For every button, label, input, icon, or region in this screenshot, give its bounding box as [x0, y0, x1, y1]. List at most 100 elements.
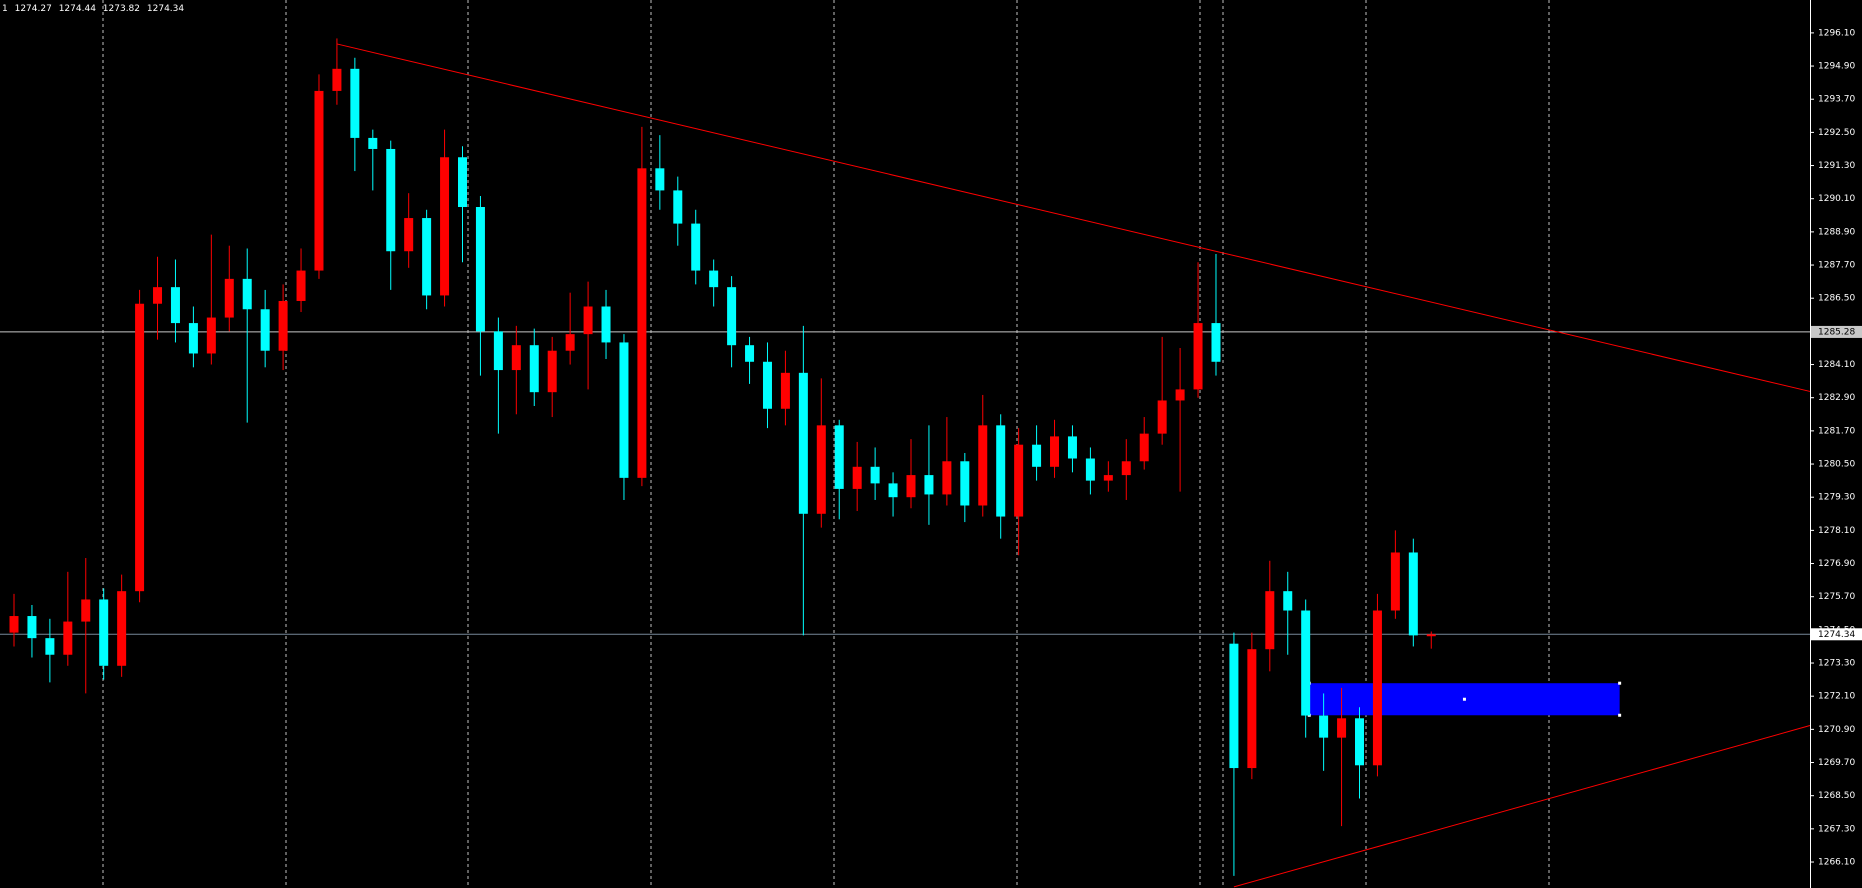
candle-body	[1319, 715, 1329, 738]
candle-body	[906, 475, 916, 498]
candle-body	[1355, 718, 1364, 766]
candle-body	[45, 638, 55, 655]
candle-body	[1121, 461, 1131, 476]
header-close: 1274.34	[147, 4, 184, 14]
ohlc-header: 1 1274.27 1274.44 1273.82 1274.34	[2, 4, 184, 14]
candle-body	[135, 303, 145, 592]
candle-body	[798, 372, 808, 514]
candle-body	[1426, 634, 1436, 637]
candle-body	[673, 190, 683, 224]
candle-body	[27, 616, 37, 639]
y-tick-label: 1287.70	[1818, 261, 1855, 271]
candle-body	[242, 278, 252, 310]
header-high: 1274.44	[59, 4, 96, 14]
candle-body	[1193, 323, 1203, 390]
candle-body	[1229, 643, 1239, 769]
y-tick-label: 1286.50	[1818, 294, 1855, 304]
candle-body	[422, 218, 432, 296]
y-tick-label: 1268.50	[1818, 791, 1855, 801]
y-tick-label: 1282.90	[1818, 393, 1855, 403]
y-tick-label: 1293.70	[1818, 95, 1855, 105]
y-tick-label: 1294.90	[1818, 62, 1855, 72]
candle-body	[386, 148, 396, 252]
y-tick-label: 1266.10	[1818, 858, 1855, 868]
candle-body	[942, 461, 952, 495]
candle-body	[619, 342, 629, 478]
candle-body	[1050, 436, 1060, 467]
y-tick-label: 1279.30	[1818, 493, 1855, 503]
candle-body	[1103, 475, 1113, 481]
candle-body	[870, 466, 880, 484]
header-low: 1273.82	[103, 4, 140, 14]
candle-body	[529, 345, 539, 393]
candle-body	[996, 425, 1006, 517]
candle-body	[762, 361, 772, 409]
header-open: 1274.27	[15, 4, 52, 14]
y-tick-label: 1281.70	[1818, 426, 1855, 436]
candle-body	[188, 323, 198, 354]
y-tick-label: 1269.70	[1818, 758, 1855, 768]
candle-body	[1301, 610, 1311, 716]
candle-body	[493, 331, 503, 371]
candle-body	[260, 309, 270, 351]
price-line-label: 1285.28	[1818, 327, 1855, 337]
bid-label-box	[1811, 628, 1862, 641]
candle-body	[9, 616, 19, 633]
candle-body	[655, 168, 665, 191]
y-tick-label: 1284.10	[1818, 360, 1855, 370]
y-tick-label: 1273.30	[1818, 659, 1855, 669]
candle-body	[1014, 444, 1024, 517]
candle-body	[224, 278, 234, 318]
candle-body	[350, 68, 360, 138]
candle-body	[637, 168, 647, 478]
y-tick-label: 1296.10	[1818, 28, 1855, 38]
trendline	[1233, 725, 1811, 888]
y-tick-label: 1276.90	[1818, 559, 1855, 569]
selection-handle	[1618, 713, 1622, 717]
candle-body	[816, 425, 826, 514]
candle-body	[1175, 389, 1185, 401]
candle-body	[170, 287, 180, 324]
candle-body	[1157, 400, 1167, 434]
candle-body	[1372, 610, 1382, 766]
candle-body	[404, 218, 414, 252]
candle-body	[1408, 552, 1418, 636]
candle-body	[296, 270, 306, 301]
candle-body	[1337, 718, 1347, 738]
y-tick-label: 1292.50	[1818, 128, 1855, 138]
candle-body	[458, 157, 467, 208]
candle-body	[1085, 458, 1095, 481]
candle-body	[834, 425, 844, 489]
candle-body	[978, 425, 988, 506]
candle-body	[332, 68, 342, 91]
candle-body	[565, 334, 575, 351]
bid-label: 1274.34	[1818, 630, 1855, 640]
candle-body	[475, 207, 485, 332]
y-tick-label: 1288.90	[1818, 227, 1855, 237]
candle-body	[117, 591, 127, 666]
candle-body	[153, 287, 163, 304]
candle-body	[440, 157, 450, 296]
candle-body	[888, 483, 898, 498]
candle-body	[1390, 552, 1400, 611]
candle-body	[1247, 649, 1257, 769]
candle-body	[583, 306, 593, 335]
y-tick-label: 1272.10	[1818, 692, 1855, 702]
candle-body	[99, 599, 109, 666]
candle-body	[278, 300, 288, 351]
y-tick-label: 1270.90	[1818, 725, 1855, 735]
candle-body	[601, 306, 611, 343]
price-line-label-box	[1811, 325, 1862, 338]
candle-body	[960, 461, 970, 506]
candle-body	[368, 137, 378, 149]
selection-handle	[1462, 697, 1466, 701]
y-tick-label: 1278.10	[1818, 526, 1855, 536]
candle-body	[314, 90, 324, 271]
candle-body	[63, 621, 73, 655]
candle-body	[780, 372, 790, 409]
candle-body	[727, 287, 737, 346]
candle-body	[511, 345, 521, 371]
